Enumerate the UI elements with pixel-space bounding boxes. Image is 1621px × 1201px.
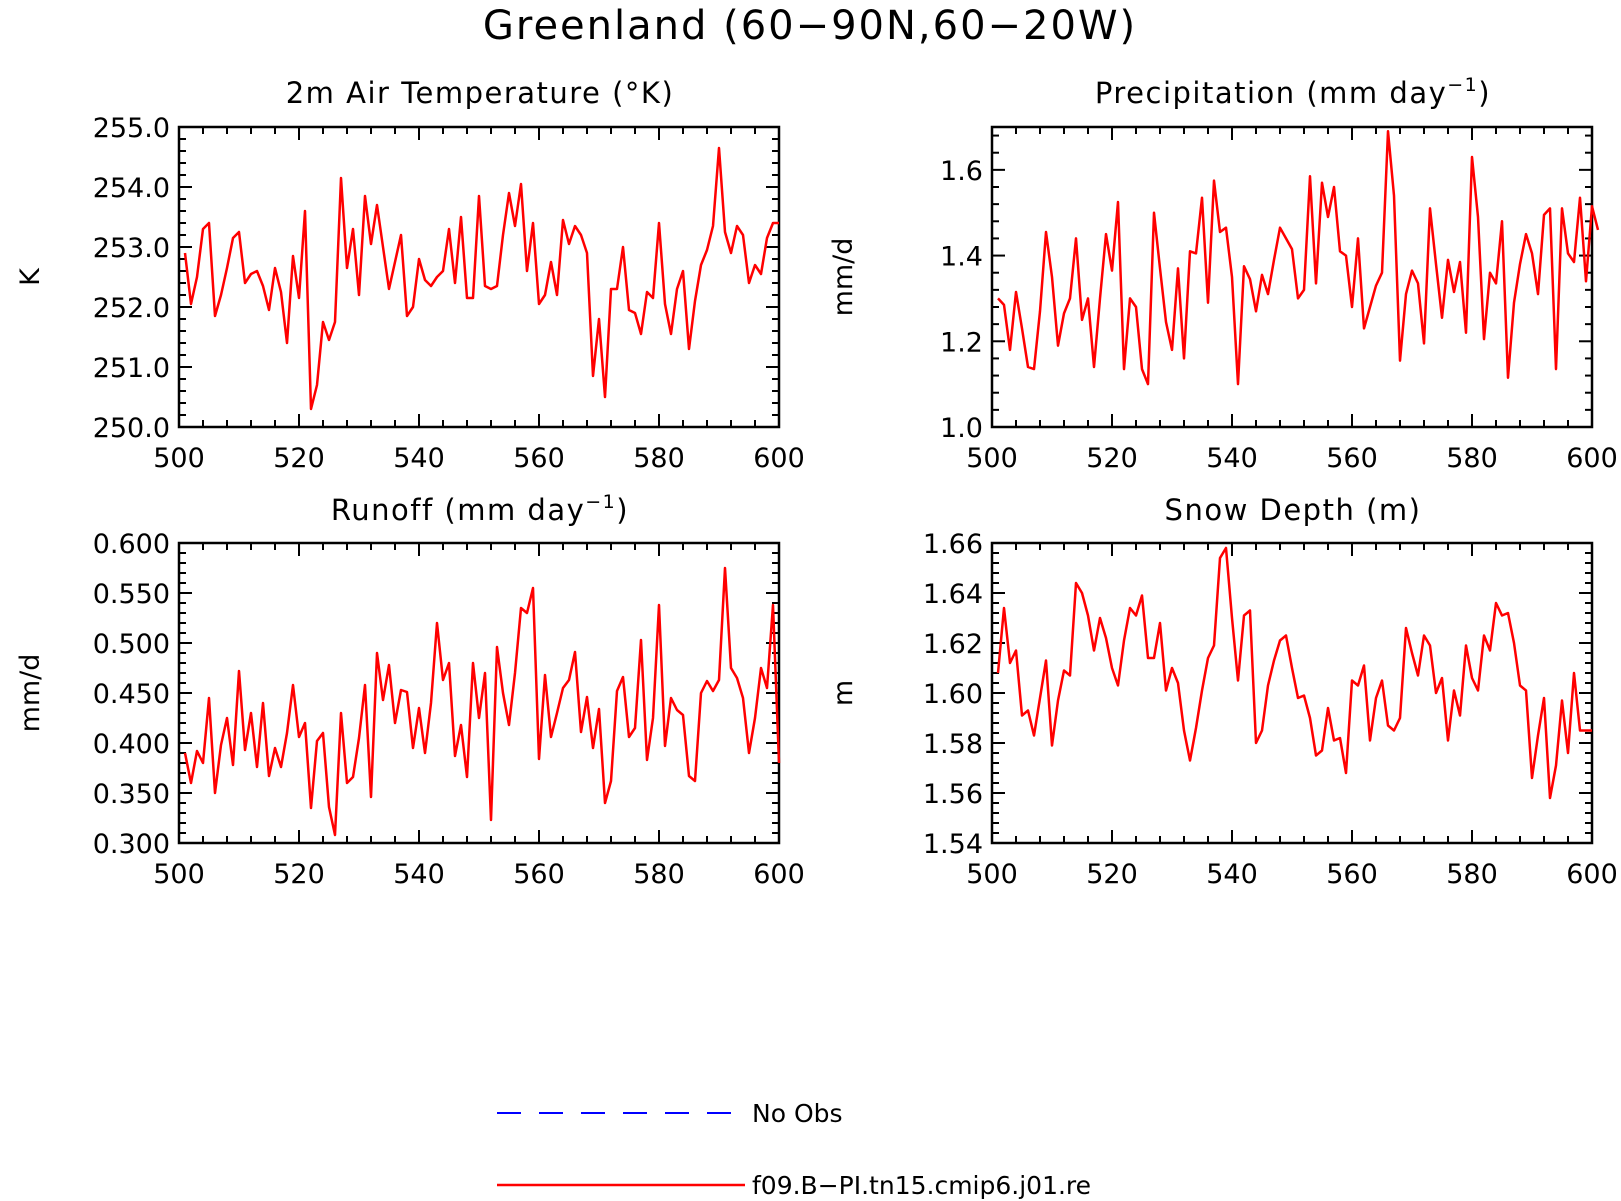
y-tick-label: 0.450: [93, 679, 170, 710]
y-axis-label: K: [15, 267, 46, 286]
y-tick-label: 0.600: [93, 529, 170, 560]
x-tick-label: 520: [273, 443, 325, 474]
plot-frame: [990, 125, 1594, 429]
y-tick-label: 1.64: [923, 579, 983, 610]
y-tick-label: 1.56: [923, 779, 983, 810]
plot-frame: [177, 125, 781, 429]
x-tick-label: 580: [633, 443, 685, 474]
x-tick-label: 520: [1086, 443, 1138, 474]
x-tick-label: 600: [753, 859, 805, 890]
y-tick-label: 0.550: [93, 579, 170, 610]
x-tick-label: 540: [1206, 443, 1258, 474]
panel-title: 2m Air Temperature (°K): [286, 76, 675, 110]
x-tick-label: 580: [633, 859, 685, 890]
x-tick-label: 600: [1566, 443, 1618, 474]
panel-air-temperature: 2m Air Temperature (°K) 500 520 540 560 580 6…: [15, 76, 805, 474]
y-tick-label: 0.400: [93, 729, 170, 760]
figure-title: Greenland (60−90N,60−20W): [483, 3, 1137, 49]
x-tick-label: 500: [153, 443, 205, 474]
y-tick-label: 0.350: [93, 779, 170, 810]
x-tick-label: 540: [1206, 859, 1258, 890]
y-tick-label: 1.62: [923, 629, 983, 660]
series-line: [996, 546, 1592, 800]
panel-title-suffix: ): [616, 493, 629, 527]
x-tick-label: 500: [153, 859, 205, 890]
x-tick-label: 600: [753, 443, 805, 474]
legend-label-model: f09.B−PI.tn15.cmip6.j01.re: [752, 1171, 1091, 1200]
panel-title: Runoff (mm day−1): [331, 491, 629, 527]
series-line: [997, 130, 1600, 386]
x-tick-label: 560: [1326, 443, 1378, 474]
y-tick-label: 255.0: [93, 113, 170, 144]
y-axis-label: mm/d: [15, 654, 46, 733]
y-tick-label: 1.58: [923, 729, 983, 760]
y-tick-label: 253.0: [93, 233, 170, 264]
panel-title: Snow Depth (m): [1165, 493, 1422, 527]
y-tick-label: 250.0: [93, 413, 170, 444]
y-tick-label: 1.54: [923, 829, 983, 860]
y-tick-label: 254.0: [93, 173, 170, 204]
x-tick-label: 560: [513, 859, 565, 890]
legend-label-no-obs: No Obs: [752, 1099, 843, 1128]
y-tick-label: 1.0: [940, 413, 983, 444]
x-tick-label: 540: [393, 443, 445, 474]
x-tick-label: 540: [393, 859, 445, 890]
x-tick-label: 580: [1446, 859, 1498, 890]
legend: No Obs f09.B−PI.tn15.cmip6.j01.re: [497, 1099, 1091, 1200]
y-tick-label: 1.60: [923, 679, 983, 710]
x-tick-label: 500: [966, 859, 1018, 890]
x-tick-label: 560: [1326, 859, 1378, 890]
x-tick-label: 500: [966, 443, 1018, 474]
panel-title-superscript: −1: [585, 491, 616, 513]
y-tick-label: 0.300: [93, 829, 170, 860]
panel-title-text: Snow Depth (m): [1165, 493, 1422, 527]
x-tick-label: 520: [1086, 859, 1138, 890]
y-axis-label: m: [828, 680, 859, 706]
panel-title: Precipitation (mm day−1): [1095, 74, 1491, 110]
panel-title-text: 2m Air Temperature (°K): [286, 76, 675, 110]
panel-title-text: Runoff (mm day: [331, 493, 585, 527]
x-tick-label: 560: [513, 443, 565, 474]
y-tick-label: 1.6: [940, 156, 983, 187]
panel-runoff: Runoff (mm day−1) 500 520 540 560 580 600 0.30…: [15, 491, 805, 890]
y-tick-label: 1.66: [923, 529, 983, 560]
y-tick-label: 0.500: [93, 629, 170, 660]
y-tick-label: 1.4: [940, 242, 983, 273]
panel-title-text: Precipitation (mm day: [1095, 76, 1447, 110]
y-axis-label: mm/d: [828, 238, 859, 317]
series-line: [183, 566, 781, 837]
x-tick-label: 520: [273, 859, 325, 890]
panel-precipitation: Precipitation (mm day−1) 500 520 540 560 580…: [828, 74, 1618, 474]
y-tick-label: 252.0: [93, 293, 170, 324]
panel-title-suffix: ): [1478, 76, 1491, 110]
series-line: [183, 146, 779, 411]
y-tick-label: 251.0: [93, 353, 170, 384]
panel-title-superscript: −1: [1447, 74, 1478, 96]
panel-snow-depth: Snow Depth (m) 500 520 540 560 580 600 1.54 1.5…: [828, 493, 1618, 890]
x-tick-label: 600: [1566, 859, 1618, 890]
x-tick-label: 580: [1446, 443, 1498, 474]
y-tick-label: 1.2: [940, 327, 983, 358]
